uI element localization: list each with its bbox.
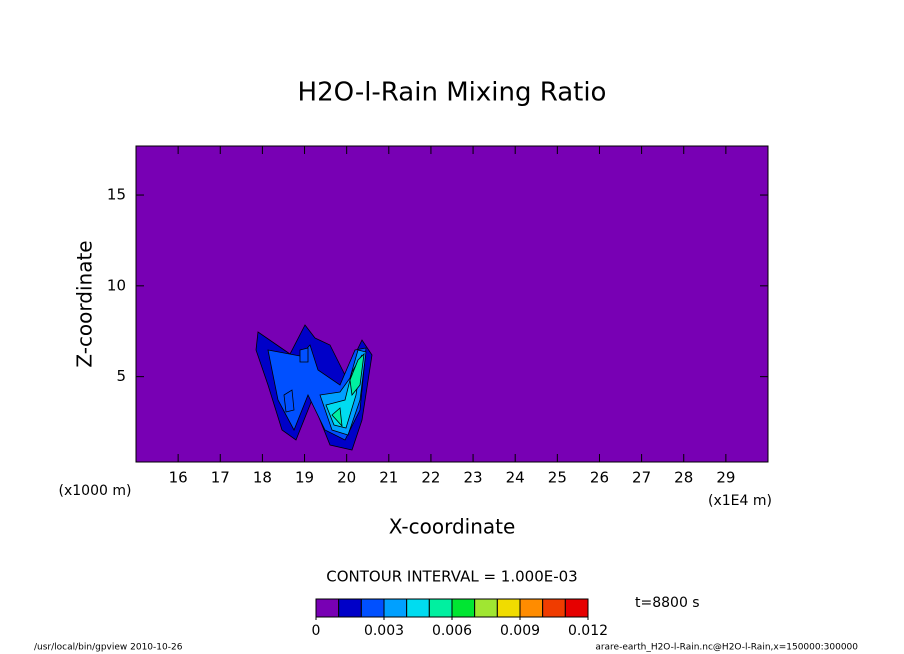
plot-area <box>135 145 769 463</box>
footer-right: arare-earth_H2O-l-Rain.nc@H2O-l-Rain,x=1… <box>595 643 858 653</box>
x-tick-label: 21 <box>379 469 398 487</box>
footer-left: /usr/local/bin/gpview 2010-10-26 <box>34 643 183 653</box>
contour-region <box>283 389 295 413</box>
x-tick-label: 16 <box>169 469 188 487</box>
contour-interval: CONTOUR INTERVAL = 1.000E-03 <box>326 568 577 586</box>
colorbar-swatch <box>428 598 453 618</box>
time-label: t=8800 s <box>635 595 700 611</box>
colorbar-tick-label: 0.003 <box>364 623 404 639</box>
colorbar-tick-label: 0.006 <box>432 623 472 639</box>
colorbar-swatch <box>542 598 566 618</box>
x-tick-label: 23 <box>464 469 483 487</box>
colorbar-swatch <box>360 598 385 618</box>
colorbar-swatch <box>451 598 476 618</box>
x-tick-label: 18 <box>253 469 272 487</box>
field-background <box>136 146 768 462</box>
x-tick-label: 28 <box>674 469 693 487</box>
x-tick-label: 26 <box>590 469 609 487</box>
chart-title: H2O-l-Rain Mixing Ratio <box>298 78 607 108</box>
x-tick-label: 25 <box>548 469 567 487</box>
y-unit: (x1000 m) <box>59 483 132 499</box>
y-tick-label: 10 <box>107 276 126 294</box>
plot-frame <box>135 145 769 463</box>
x-tick-label: 27 <box>632 469 651 487</box>
colorbar-swatch <box>383 598 408 618</box>
x-tick-label: 24 <box>506 469 525 487</box>
colorbar-swatch <box>496 598 521 618</box>
colorbar-swatch <box>564 598 589 618</box>
colorbar-swatch <box>315 598 340 618</box>
colorbar-swatch <box>406 598 430 618</box>
x-unit: (x1E4 m) <box>708 493 772 509</box>
colorbar-tick-label: 0.009 <box>500 623 540 639</box>
x-tick-label: 29 <box>716 469 735 487</box>
y-tick-label: 15 <box>107 186 126 204</box>
colorbar-swatch <box>519 598 544 618</box>
contour-region <box>299 347 309 363</box>
y-tick-label: 5 <box>116 367 126 385</box>
y-axis-label: Z-coordinate <box>73 240 97 367</box>
x-tick-label: 17 <box>211 469 230 487</box>
x-tick-label: 19 <box>295 469 314 487</box>
colorbar-swatch <box>474 598 498 618</box>
x-tick-label: 20 <box>337 469 356 487</box>
x-axis-label: X-coordinate <box>389 515 516 539</box>
colorbar-tick-label: 0.012 <box>568 623 608 639</box>
colorbar-tick-label: 0 <box>312 623 321 639</box>
colorbar-swatch <box>338 598 362 618</box>
contour-region <box>331 352 365 428</box>
x-tick-label: 22 <box>421 469 440 487</box>
